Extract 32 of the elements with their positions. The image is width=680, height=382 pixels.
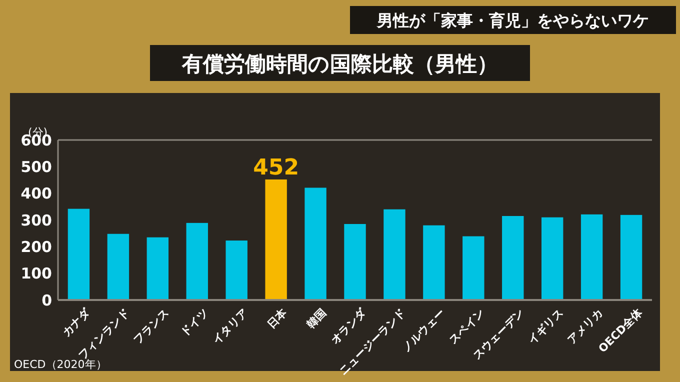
x-tick-label: ドイツ — [178, 306, 211, 339]
y-tick-label: 400 — [20, 184, 52, 203]
bar — [423, 225, 445, 300]
y-tick-label: 100 — [20, 264, 52, 283]
x-tick-label: イタリア — [210, 306, 250, 347]
bar — [146, 237, 169, 300]
bar — [344, 224, 366, 300]
x-tick-label: 韓国 — [304, 306, 330, 332]
x-tick-label: イギリス — [526, 306, 566, 347]
bar — [186, 222, 208, 300]
chart-subtitle: 男性が「家事・育児」をやらないワケ — [376, 11, 649, 30]
bar — [502, 216, 524, 300]
bar — [68, 208, 90, 300]
data-label: 452 — [253, 155, 300, 180]
bar — [620, 214, 642, 300]
bar — [541, 217, 564, 300]
bar — [265, 179, 287, 300]
bar — [304, 188, 326, 300]
text: OECD（2020年） — [14, 358, 107, 371]
y-tick-label: 200 — [20, 238, 52, 256]
chart-title: 有償労働時間の国際比較（男性） — [181, 52, 498, 76]
bar — [462, 236, 484, 300]
bar — [226, 240, 248, 300]
bar — [107, 234, 130, 300]
y-tick-label: 300 — [20, 211, 52, 230]
bar — [384, 209, 406, 300]
x-tick-label: 日本 — [264, 306, 290, 332]
x-tick-label: フランス — [130, 306, 172, 347]
bar — [580, 214, 603, 300]
y-tick-label: 0 — [42, 291, 52, 310]
y-tick-label: 500 — [20, 158, 52, 176]
x-tick-label: カナダ — [60, 306, 93, 339]
